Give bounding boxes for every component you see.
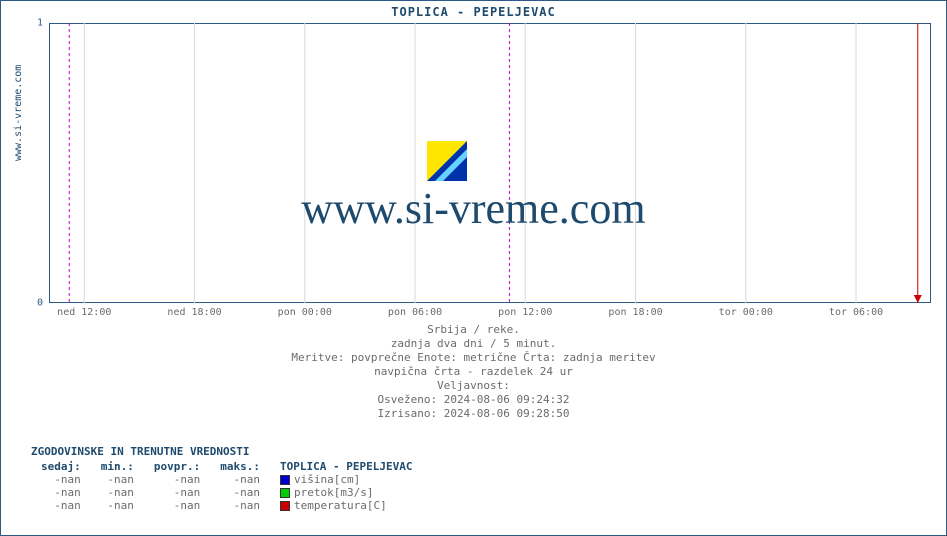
xtick-label: ned 12:00 xyxy=(57,307,111,318)
cell-min: -nan xyxy=(91,473,144,486)
legend-block: ZGODOVINSKE IN TRENUTNE VREDNOSTI sedaj:… xyxy=(31,445,422,512)
legend-title: ZGODOVINSKE IN TRENUTNE VREDNOSTI xyxy=(31,445,422,460)
chart-subcaption: Srbija / reke. zadnja dva dni / 5 minut.… xyxy=(1,323,946,421)
xtick-label: pon 00:00 xyxy=(278,307,332,318)
swatch-icon xyxy=(280,475,290,485)
xtick-label: pon 18:00 xyxy=(608,307,662,318)
meta-line4: navpična črta - razdelek 24 ur xyxy=(1,365,946,379)
cell-povpr: -nan xyxy=(144,473,210,486)
plot-svg xyxy=(49,23,931,303)
meta-line3: Meritve: povprečne Enote: metrične Črta:… xyxy=(1,351,946,365)
x-axis-ticks: ned 12:00 ned 18:00 pon 00:00 pon 06:00 pon … xyxy=(49,307,931,321)
swatch-icon xyxy=(280,488,290,498)
meta-line5: Veljavnost: xyxy=(1,379,946,393)
meta-line7: Izrisano: 2024-08-06 09:28:50 xyxy=(1,407,946,421)
cell-sedaj: -nan xyxy=(31,473,91,486)
cell-maks: -nan xyxy=(210,499,270,512)
plot-area: 1 0 xyxy=(49,23,931,303)
watermark-logo xyxy=(427,141,467,181)
xtick-label: tor 00:00 xyxy=(719,307,773,318)
cell-maks: -nan xyxy=(210,486,270,499)
chart-container: www.si-vreme.com TOPLICA - PEPELJEVAC 1 … xyxy=(0,0,947,536)
legend-header-row: sedaj: min.: povpr.: maks.: TOPLICA - PE… xyxy=(31,460,422,473)
ytick-0: 0 xyxy=(37,298,43,309)
chart-title: TOPLICA - PEPELJEVAC xyxy=(1,5,946,19)
col-min: min.: xyxy=(91,460,144,473)
xtick-label: pon 12:00 xyxy=(498,307,552,318)
cell-label: temperatura[C] xyxy=(270,499,422,512)
meta-line2: zadnja dva dni / 5 minut. xyxy=(1,337,946,351)
y-axis-label: www.si-vreme.com xyxy=(13,65,24,161)
cell-sedaj: -nan xyxy=(31,499,91,512)
xtick-label: tor 06:00 xyxy=(829,307,883,318)
cell-label: pretok[m3/s] xyxy=(270,486,422,499)
col-sedaj: sedaj: xyxy=(31,460,91,473)
ytick-1: 1 xyxy=(37,18,43,29)
xtick-label: ned 18:00 xyxy=(167,307,221,318)
swatch-icon xyxy=(280,501,290,511)
legend-row: -nan-nan-nan-nanpretok[m3/s] xyxy=(31,486,422,499)
meta-line1: Srbija / reke. xyxy=(1,323,946,337)
cell-sedaj: -nan xyxy=(31,486,91,499)
legend-row: -nan-nan-nan-nantemperatura[C] xyxy=(31,499,422,512)
col-povpr: povpr.: xyxy=(144,460,210,473)
cell-min: -nan xyxy=(91,499,144,512)
cell-povpr: -nan xyxy=(144,499,210,512)
cell-label: višina[cm] xyxy=(270,473,422,486)
cell-povpr: -nan xyxy=(144,486,210,499)
xtick-label: pon 06:00 xyxy=(388,307,442,318)
cell-maks: -nan xyxy=(210,473,270,486)
meta-line6: Osveženo: 2024-08-06 09:24:32 xyxy=(1,393,946,407)
cell-min: -nan xyxy=(91,486,144,499)
col-maks: maks.: xyxy=(210,460,270,473)
col-series: TOPLICA - PEPELJEVAC xyxy=(270,460,422,473)
legend-row: -nan-nan-nan-nanvišina[cm] xyxy=(31,473,422,486)
legend-table: sedaj: min.: povpr.: maks.: TOPLICA - PE… xyxy=(31,460,422,512)
